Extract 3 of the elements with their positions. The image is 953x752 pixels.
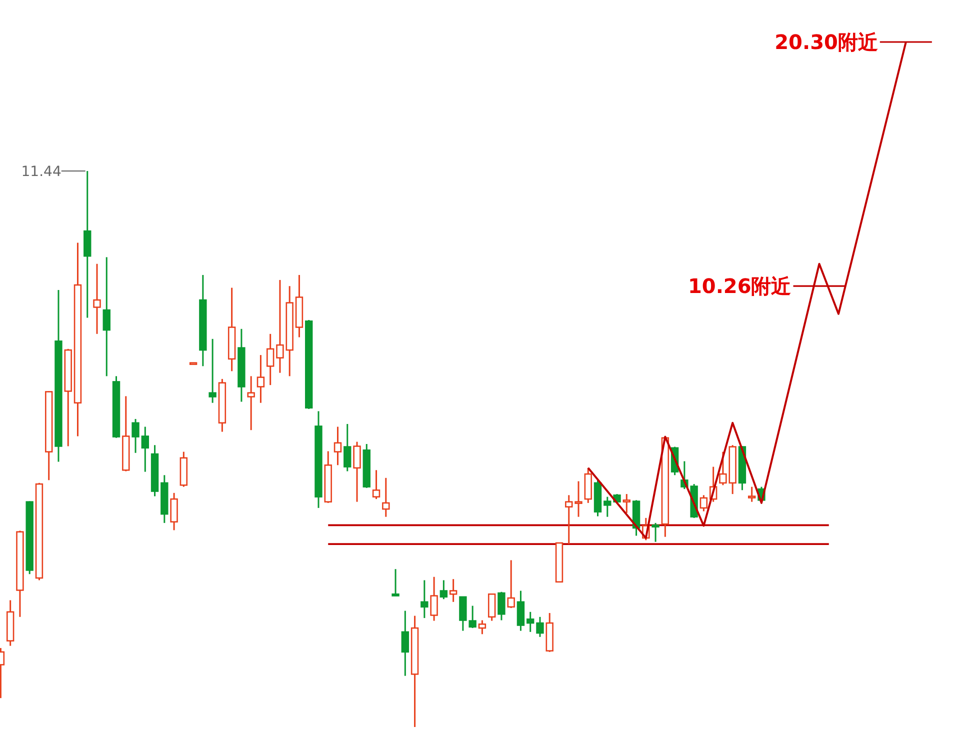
ref-line-label: 10.26附近 [688,274,792,298]
annotation: 11.44 [21,164,62,180]
ref-line-label: 20.30附近 [774,30,878,54]
